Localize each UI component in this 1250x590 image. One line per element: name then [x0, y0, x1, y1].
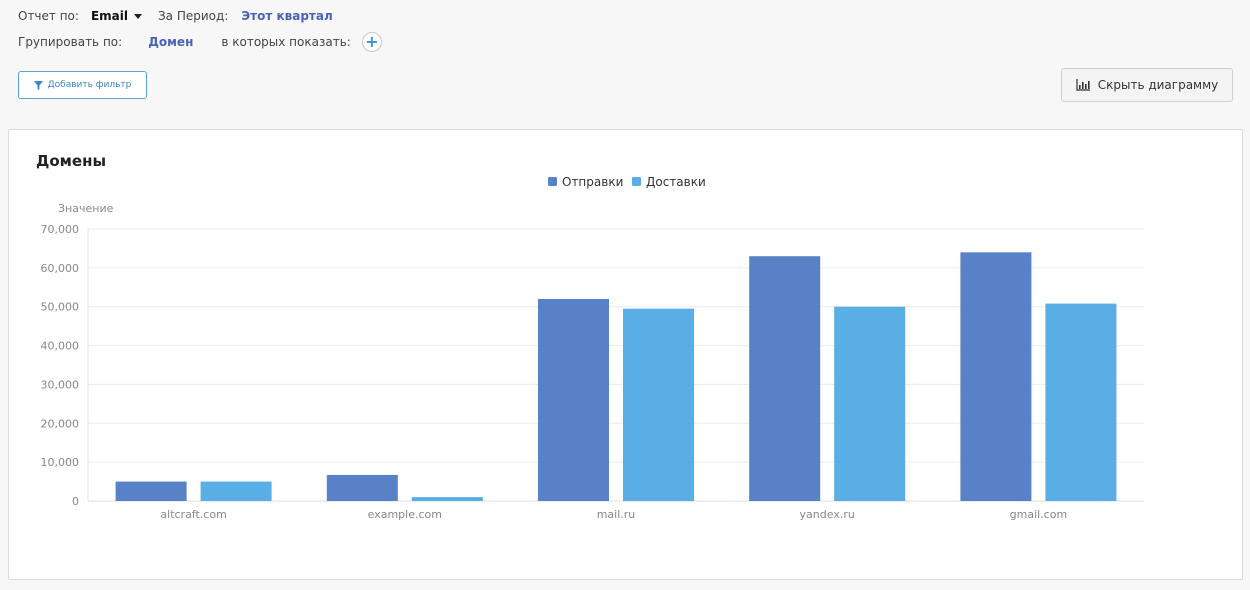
y-tick-label: 20,000	[41, 417, 80, 430]
y-axis-label: Значение	[58, 202, 114, 215]
caret-down-icon	[133, 13, 142, 19]
legend-swatch	[632, 177, 641, 186]
chart-bars	[115, 252, 1117, 501]
bar-chart-icon	[1076, 79, 1090, 91]
y-tick-label: 70,000	[41, 223, 80, 236]
report-by-select[interactable]: Email	[91, 9, 142, 23]
add-column-button[interactable]: +	[361, 32, 382, 52]
report-filter-row: Отчет по: Email За Период: Этот квартал	[18, 7, 333, 25]
bar-sent-example.com[interactable]	[326, 474, 398, 501]
group-by-select[interactable]: Домен	[148, 35, 194, 49]
x-tick-label: mail.ru	[597, 508, 636, 521]
legend-swatch	[548, 177, 557, 186]
y-tick-label: 10,000	[41, 456, 80, 469]
y-tick-label: 30,000	[41, 378, 80, 391]
add-filter-button[interactable]: Добавить фильтр	[18, 71, 147, 99]
legend-label: Доставки	[646, 175, 706, 189]
y-axis-ticks: 0 10,000 20,000 30,000 40,000 50,000 60,000 70,…	[41, 223, 80, 508]
chart-title: Домены	[36, 152, 107, 170]
x-tick-label: altcraft.com	[160, 508, 226, 521]
y-tick-label: 60,000	[41, 262, 80, 275]
group-by-label: Групировать по:	[18, 35, 123, 49]
bar-delivered-yandex.ru[interactable]	[834, 306, 906, 501]
x-tick-label: yandex.ru	[800, 508, 855, 521]
period-select[interactable]: Этот квартал	[241, 9, 333, 23]
report-by-label: Отчет по:	[18, 9, 79, 23]
y-tick-label: 0	[72, 495, 79, 508]
bar-delivered-mail.ru[interactable]	[623, 308, 694, 501]
bar-delivered-example.com[interactable]	[411, 497, 483, 501]
hide-chart-button[interactable]: Скрыть диаграмму	[1061, 68, 1233, 102]
x-axis-ticks: altcraft.com example.com mail.ru yandex.ru g…	[160, 508, 1067, 521]
show-in-label: в которых показать:	[221, 35, 351, 49]
bar-sent-mail.ru[interactable]	[538, 298, 609, 501]
report-by-value: Email	[90, 9, 128, 23]
period-label: За Период:	[157, 9, 229, 23]
y-tick-label: 50,000	[41, 301, 80, 314]
bar-delivered-altcraft.com[interactable]	[200, 481, 272, 501]
hide-chart-label: Скрыть диаграмму	[1097, 78, 1219, 92]
x-tick-label: gmail.com	[1010, 508, 1068, 521]
x-tick-label: example.com	[368, 508, 442, 521]
chart-legend: Отправки Доставки	[548, 175, 706, 189]
bar-sent-altcraft.com[interactable]	[115, 481, 187, 501]
filter-icon	[33, 80, 43, 90]
bar-delivered-gmail.com[interactable]	[1045, 303, 1117, 501]
add-filter-label: Добавить фильтр	[47, 80, 132, 90]
group-filter-row: Групировать по: Домен в которых показать…	[18, 32, 382, 52]
bar-sent-yandex.ru[interactable]	[749, 256, 821, 501]
y-tick-label: 40,000	[41, 340, 80, 353]
legend-label: Отправки	[562, 175, 623, 189]
bar-sent-gmail.com[interactable]	[960, 252, 1032, 501]
